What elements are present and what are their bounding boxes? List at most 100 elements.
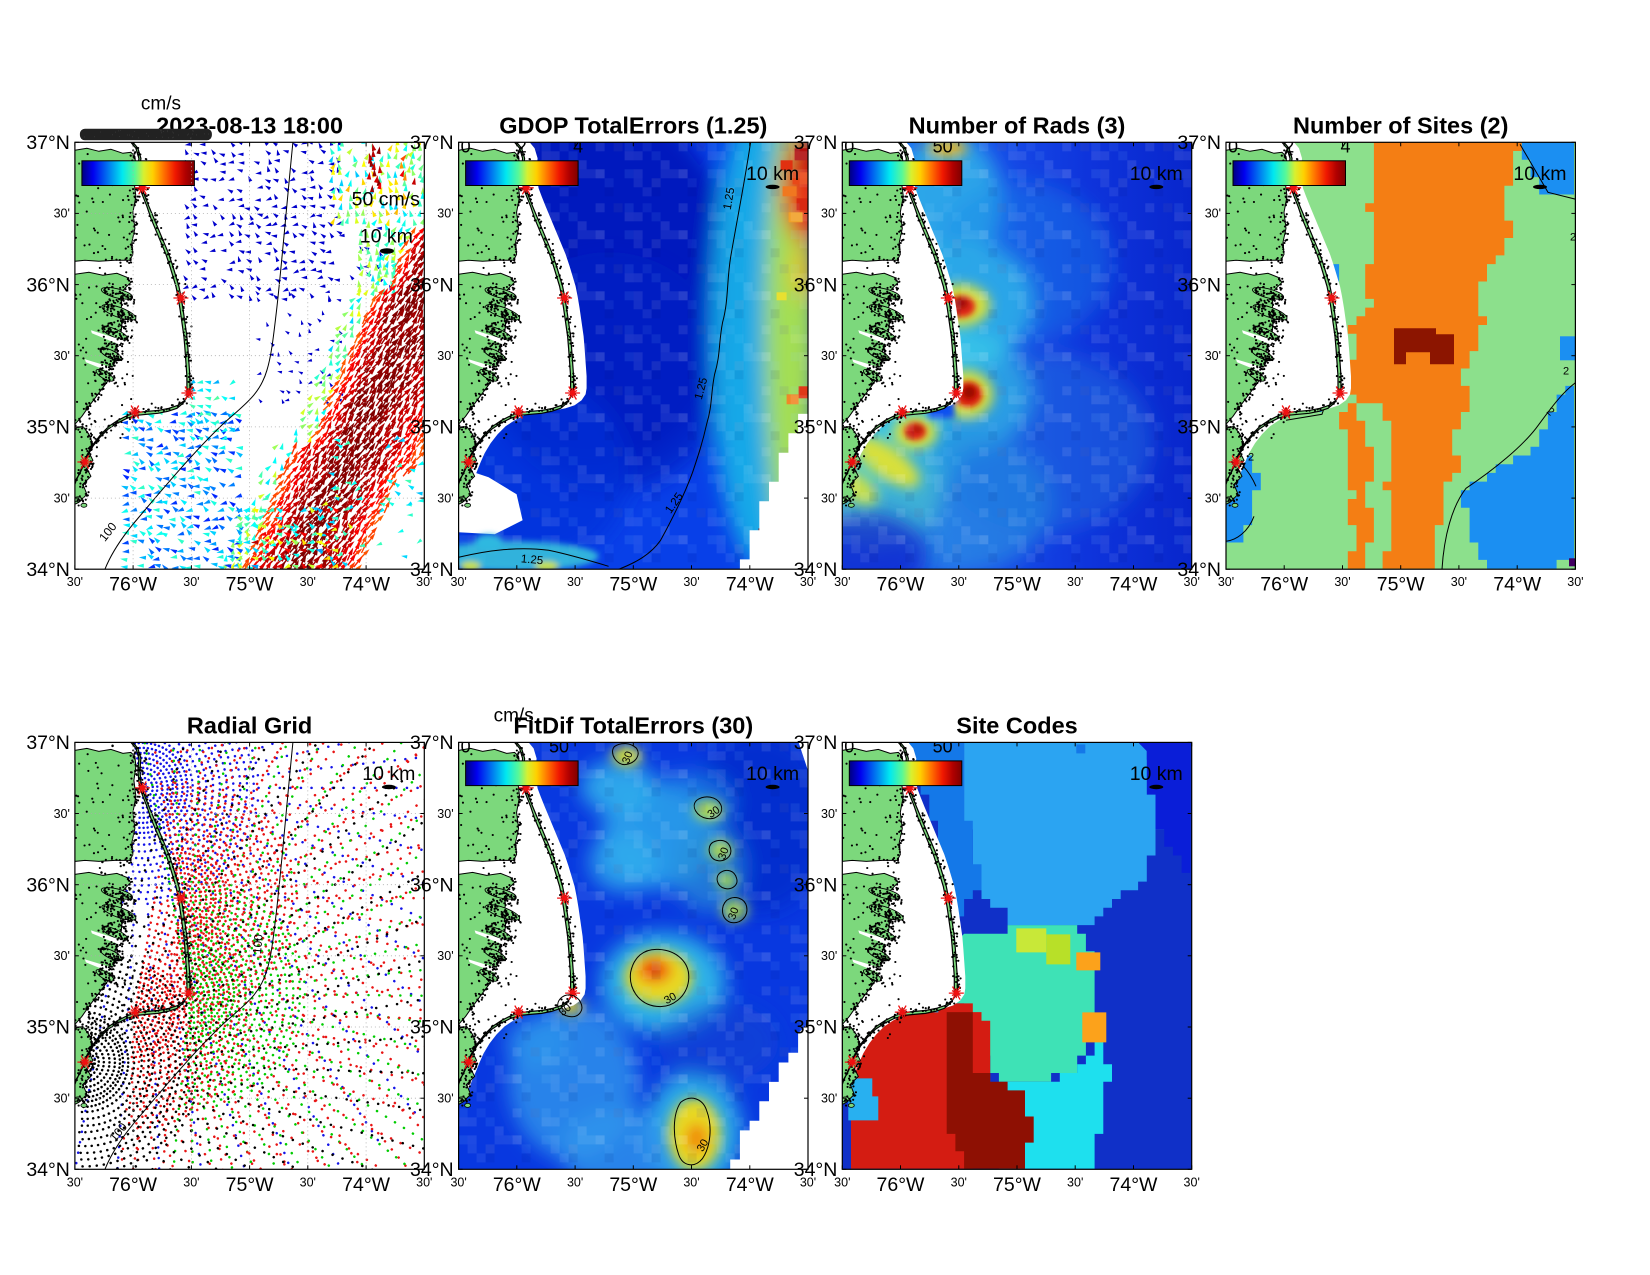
svg-text:75°W: 75°W xyxy=(1377,574,1425,596)
svg-text:30: 30 xyxy=(695,1137,712,1154)
svg-text:34°N: 34°N xyxy=(794,1159,838,1181)
svg-text:36°N: 36°N xyxy=(26,874,70,896)
svg-text:2: 2 xyxy=(1563,365,1569,377)
svg-text:30': 30' xyxy=(1218,575,1234,589)
svg-text:76°W: 76°W xyxy=(877,1174,925,1196)
svg-text:74°W: 74°W xyxy=(1110,574,1158,596)
svg-text:30': 30' xyxy=(567,575,583,589)
svg-text:1.25: 1.25 xyxy=(722,187,738,211)
svg-text:30': 30' xyxy=(183,575,199,589)
svg-text:1.25: 1.25 xyxy=(693,376,710,401)
svg-text:34°N: 34°N xyxy=(410,559,454,581)
svg-text:cm/s: cm/s xyxy=(494,705,534,726)
svg-text:Site Codes: Site Codes xyxy=(956,712,1077,738)
svg-text:30': 30' xyxy=(416,575,432,589)
svg-text:0: 0 xyxy=(844,736,854,756)
svg-text:30': 30' xyxy=(437,1091,453,1105)
svg-text:30': 30' xyxy=(800,575,816,589)
svg-text:10 km: 10 km xyxy=(360,225,413,247)
svg-text:30': 30' xyxy=(1205,491,1221,505)
svg-text:30': 30' xyxy=(683,575,699,589)
svg-text:30: 30 xyxy=(620,750,635,766)
svg-text:36°N: 36°N xyxy=(794,274,838,296)
svg-text:30': 30' xyxy=(1567,575,1583,589)
svg-text:cm/s: cm/s xyxy=(141,93,181,114)
svg-text:30': 30' xyxy=(821,1091,837,1105)
svg-text:1.25: 1.25 xyxy=(520,553,543,567)
svg-text:10 km: 10 km xyxy=(746,163,799,185)
svg-text:2: 2 xyxy=(1284,136,1294,156)
svg-text:35°N: 35°N xyxy=(410,417,454,439)
svg-text:FitDif TotalErrors (30): FitDif TotalErrors (30) xyxy=(513,712,753,738)
svg-text:34°N: 34°N xyxy=(1177,559,1221,581)
svg-text:74°W: 74°W xyxy=(1110,1174,1158,1196)
svg-text:30': 30' xyxy=(821,349,837,363)
svg-text:30': 30' xyxy=(54,349,70,363)
svg-text:50: 50 xyxy=(933,736,953,756)
svg-text:30': 30' xyxy=(834,1175,850,1189)
svg-text:34°N: 34°N xyxy=(410,1159,454,1181)
svg-text:30': 30' xyxy=(437,349,453,363)
svg-text:76°W: 76°W xyxy=(493,1174,541,1196)
svg-text:30': 30' xyxy=(683,1175,699,1189)
svg-text:30': 30' xyxy=(821,491,837,505)
svg-text:35°N: 35°N xyxy=(26,417,70,439)
svg-text:37°N: 37°N xyxy=(26,132,70,154)
svg-text:10 km: 10 km xyxy=(746,763,799,785)
svg-text:30': 30' xyxy=(54,949,70,963)
svg-text:36°N: 36°N xyxy=(410,874,454,896)
svg-text:30: 30 xyxy=(705,804,722,821)
svg-text:30': 30' xyxy=(300,575,316,589)
svg-text:2: 2 xyxy=(1248,451,1254,463)
svg-text:30': 30' xyxy=(450,1175,466,1189)
svg-text:30': 30' xyxy=(1451,575,1467,589)
svg-text:35°N: 35°N xyxy=(1177,417,1221,439)
svg-text:30': 30' xyxy=(67,575,83,589)
svg-text:Number of Sites (2): Number of Sites (2) xyxy=(1293,112,1508,138)
svg-text:0: 0 xyxy=(461,736,471,756)
svg-text:50 cm/s: 50 cm/s xyxy=(352,188,421,210)
svg-text:GDOP TotalErrors (1.25): GDOP TotalErrors (1.25) xyxy=(499,112,767,138)
svg-text:75°W: 75°W xyxy=(993,574,1041,596)
svg-text:30': 30' xyxy=(300,1175,316,1189)
svg-text:30': 30' xyxy=(54,491,70,505)
svg-text:30': 30' xyxy=(1184,1175,1200,1189)
svg-text:30': 30' xyxy=(437,949,453,963)
svg-text:74°W: 74°W xyxy=(1493,574,1541,596)
svg-text:30': 30' xyxy=(1205,349,1221,363)
svg-text:30': 30' xyxy=(437,807,453,821)
svg-text:30': 30' xyxy=(1067,575,1083,589)
svg-text:30': 30' xyxy=(54,1091,70,1105)
svg-text:37°N: 37°N xyxy=(26,732,70,754)
svg-text:0: 0 xyxy=(1228,136,1238,156)
svg-text:30': 30' xyxy=(1067,1175,1083,1189)
svg-text:10 km: 10 km xyxy=(362,763,415,785)
svg-text:30': 30' xyxy=(416,1175,432,1189)
svg-text:34°N: 34°N xyxy=(26,1159,70,1181)
svg-text:30': 30' xyxy=(821,207,837,221)
svg-text:36°N: 36°N xyxy=(794,874,838,896)
svg-text:76°W: 76°W xyxy=(109,1174,157,1196)
svg-text:35°N: 35°N xyxy=(26,1017,70,1039)
svg-text:30': 30' xyxy=(567,1175,583,1189)
svg-text:35°N: 35°N xyxy=(794,1017,838,1039)
svg-text:76°W: 76°W xyxy=(493,574,541,596)
svg-text:30': 30' xyxy=(1184,575,1200,589)
svg-text:36°N: 36°N xyxy=(410,274,454,296)
svg-text:37°N: 37°N xyxy=(794,132,838,154)
svg-text:0: 0 xyxy=(461,136,471,156)
svg-text:2: 2 xyxy=(517,136,527,156)
svg-text:4: 4 xyxy=(1340,136,1350,156)
svg-text:Number of Rads (3): Number of Rads (3) xyxy=(909,112,1126,138)
svg-text:37°N: 37°N xyxy=(1177,132,1221,154)
svg-text:2: 2 xyxy=(1570,231,1576,243)
svg-text:30': 30' xyxy=(183,1175,199,1189)
svg-text:30': 30' xyxy=(450,575,466,589)
svg-text:76°W: 76°W xyxy=(109,574,157,596)
svg-text:30: 30 xyxy=(726,906,741,922)
svg-text:36°N: 36°N xyxy=(1177,274,1221,296)
svg-text:74°W: 74°W xyxy=(726,1174,774,1196)
svg-text:Radial Grid: Radial Grid xyxy=(187,712,312,738)
svg-text:76°W: 76°W xyxy=(1260,574,1308,596)
svg-text:30': 30' xyxy=(800,1175,816,1189)
